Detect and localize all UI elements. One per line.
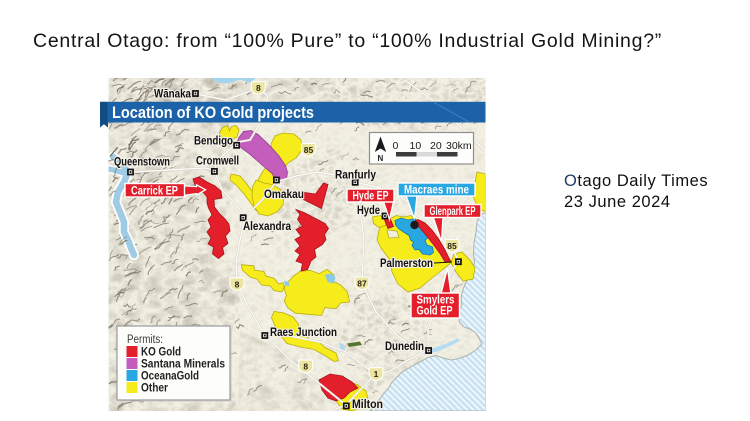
svg-text:Macraes mine: Macraes mine [404,185,469,197]
svg-text:Smylers: Smylers [417,295,455,307]
svg-text:Alexandra: Alexandra [243,219,291,233]
svg-text:Palmerston: Palmerston [380,256,433,270]
svg-text:Bendigo: Bendigo [194,134,233,148]
svg-text:85: 85 [304,145,314,155]
svg-text:Hyde: Hyde [357,203,380,217]
svg-text:Omakau: Omakau [264,187,304,201]
svg-text:8: 8 [303,362,308,372]
svg-text:1: 1 [374,369,379,379]
svg-text:Permits:: Permits: [127,334,163,346]
svg-text:Location of KO Gold projects: Location of KO Gold projects [112,104,314,122]
svg-text:0: 0 [393,140,399,152]
svg-text:30km: 30km [446,140,472,152]
svg-text:20: 20 [430,140,442,152]
svg-text:Hyde EP: Hyde EP [353,191,389,203]
svg-text:Queenstown: Queenstown [114,155,170,169]
svg-text:85: 85 [447,241,457,251]
svg-text:Cromwell: Cromwell [196,154,239,168]
svg-text:Dunedin: Dunedin [385,339,424,353]
svg-text:10: 10 [410,140,422,152]
svg-text:Carrick EP: Carrick EP [131,185,178,197]
svg-text:KO Gold: KO Gold [141,347,181,359]
svg-text:OceanaGold: OceanaGold [141,371,199,383]
svg-text:Wānaka: Wānaka [154,87,191,101]
svg-text:Gold EP: Gold EP [417,306,453,318]
svg-text:87: 87 [357,279,367,289]
svg-text:N: N [378,154,384,163]
svg-text:Other: Other [141,383,168,395]
svg-text:Glenpark EP: Glenpark EP [430,206,476,218]
svg-text:Ranfurly: Ranfurly [335,168,376,182]
svg-text:8: 8 [256,83,261,93]
svg-text:Milton: Milton [352,397,383,411]
svg-text:Raes Junction: Raes Junction [270,325,337,339]
svg-text:Santana Minerals: Santana Minerals [141,359,225,371]
svg-text:8: 8 [235,279,240,289]
